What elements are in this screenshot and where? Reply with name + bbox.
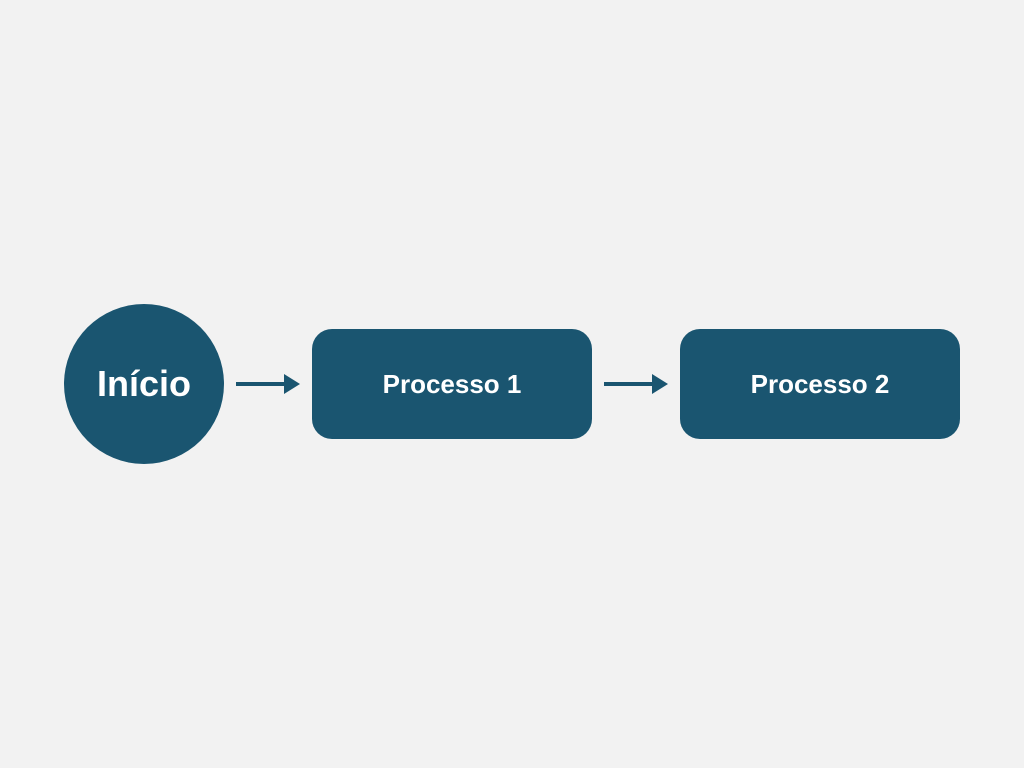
start-node-label: Início (97, 363, 191, 405)
flowchart-container: Início Processo 1 Processo 2 (64, 304, 960, 464)
arrow-1 (236, 374, 300, 394)
arrow-2 (604, 374, 668, 394)
process-2-label: Processo 2 (751, 369, 890, 400)
arrow-2-line (604, 382, 652, 386)
process-2-node: Processo 2 (680, 329, 960, 439)
arrow-1-head (284, 374, 300, 394)
process-1-label: Processo 1 (383, 369, 522, 400)
arrow-1-line (236, 382, 284, 386)
start-node: Início (64, 304, 224, 464)
arrow-2-head (652, 374, 668, 394)
process-1-node: Processo 1 (312, 329, 592, 439)
